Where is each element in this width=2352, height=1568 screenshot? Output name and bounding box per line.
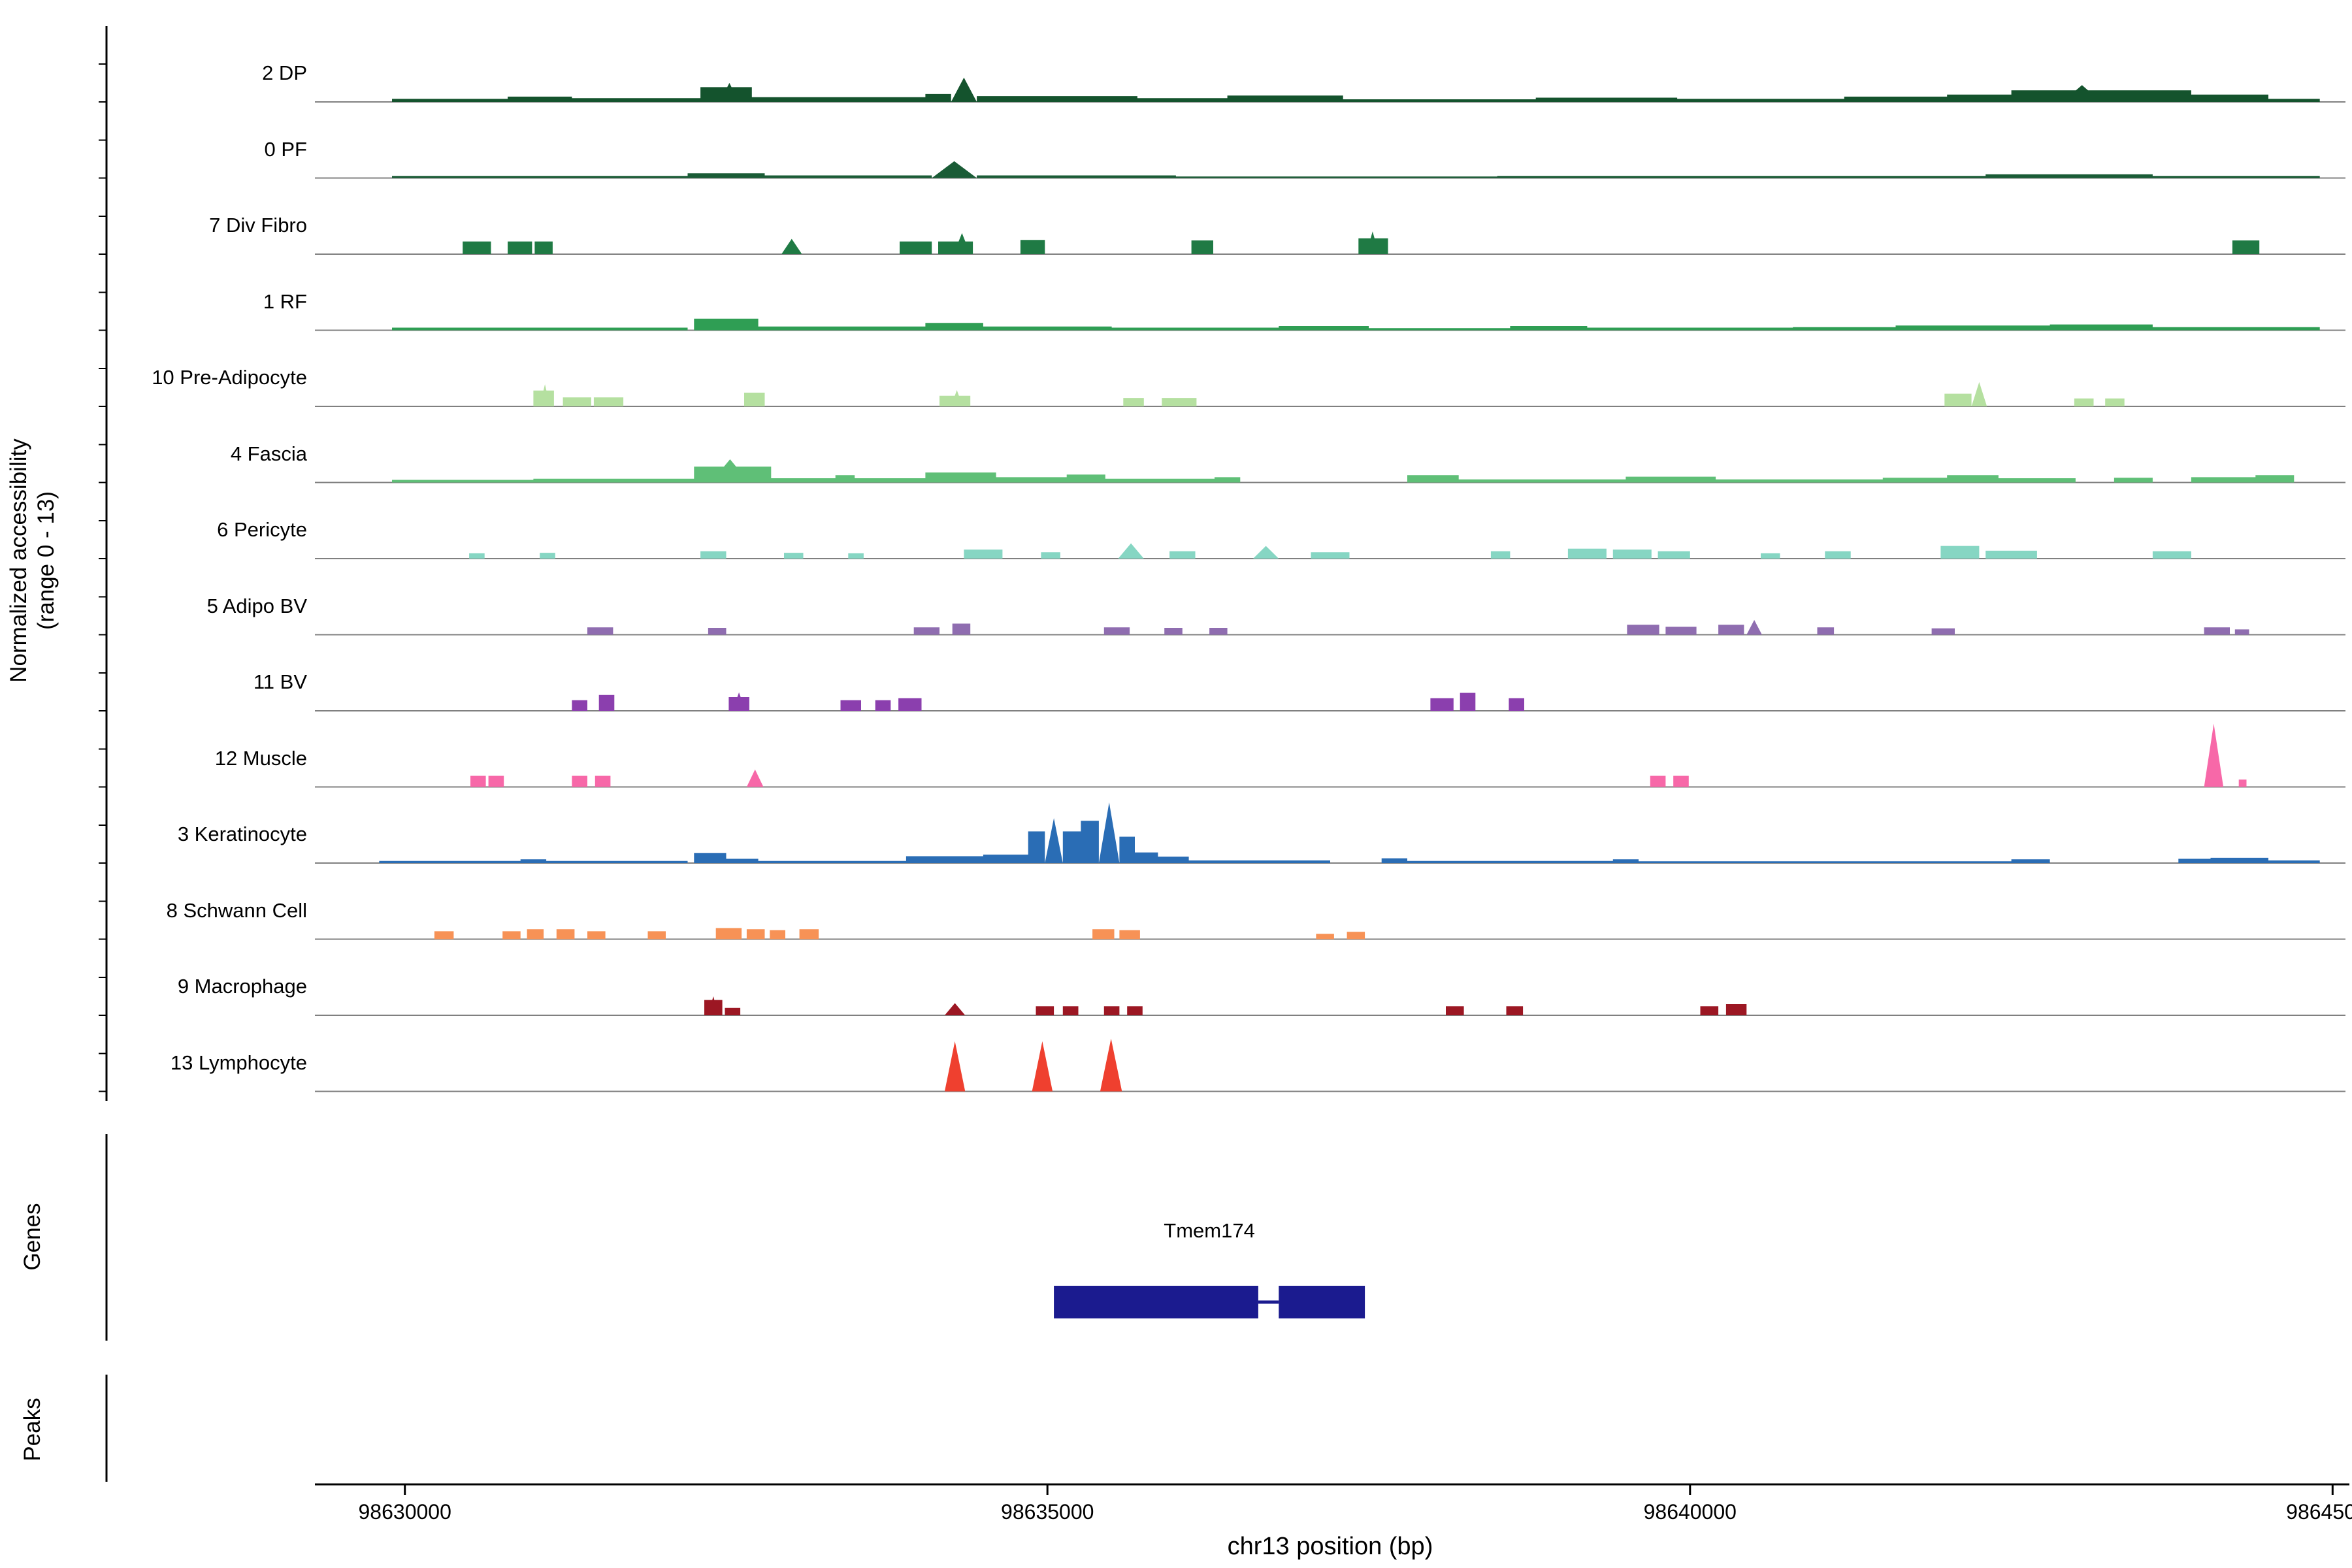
x-tick-label: 98630000 [358,1500,451,1524]
track-label-9-macrophage: 9 Macrophage [177,975,307,998]
coverage-11-bv [572,692,1524,711]
coverage-0-pf [392,161,2320,178]
coverage-5-adipo-bv [587,619,2249,635]
coverage-10-pre-adipocyte [533,382,2125,406]
track-label-3-keratinocyte: 3 Keratinocyte [177,823,307,845]
track-label-0-pf: 0 PF [264,137,307,161]
coverage-12-muscle [470,723,2247,787]
track-label-12-muscle: 12 Muscle [214,746,307,770]
track-label-11-bv: 11 BV [253,670,307,693]
x-tick-label: 98640000 [1643,1500,1737,1524]
x-axis-title: chr13 position (bp) [1227,1533,1433,1560]
x-tick-label: 98635000 [1001,1500,1094,1524]
track-label-6-pericyte: 6 Pericyte [217,518,307,541]
y-axis-label-line2: (range 0 - 13) [33,491,59,630]
track-label-13-lymphocyte: 13 Lymphocyte [170,1051,307,1074]
coverage-13-lymphocyte [944,1038,1122,1092]
coverage-2-dp [392,77,2320,102]
coverage-4-fascia [392,459,2295,483]
track-label-10-pre-adipocyte: 10 Pre-Adipocyte [152,366,307,389]
gene-name: Tmem174 [1164,1219,1255,1242]
track-label-2-dp: 2 DP [262,61,307,84]
gene-exon [1054,1286,1258,1318]
track-label-8-schwann-cell: 8 Schwann Cell [166,898,307,922]
track-label-4-fascia: 4 Fascia [230,442,307,465]
coverage-3-keratinocyte [379,802,2320,863]
x-tick-label: 98645000 [2286,1500,2352,1524]
y-axis-label-line1: Normalized accessibility [6,438,31,683]
track-label-5-adipo-bv: 5 Adipo BV [206,594,307,617]
coverage-6-pericyte [469,543,2191,559]
y-axis-label: Normalized accessibility (range 0 - 13) [5,438,60,682]
coverage-1-rf [392,318,2320,331]
coverage-7-div-fibro [463,231,2260,254]
gene-exon [1279,1286,1365,1318]
genes-section-label: Genes [20,1203,45,1271]
track-label-1-rf: 1 RF [263,289,307,313]
track-label-7-div-fibro: 7 Div Fibro [209,214,307,237]
coverage-8-schwann-cell [434,928,1365,939]
coverage-9-macrophage [704,996,1747,1015]
peaks-section-label: Peaks [20,1397,45,1462]
